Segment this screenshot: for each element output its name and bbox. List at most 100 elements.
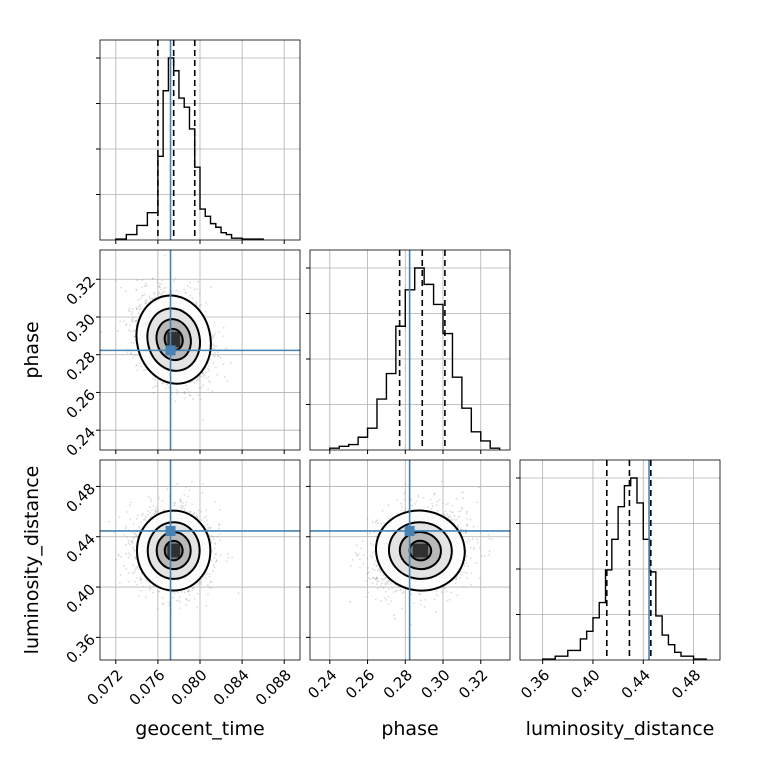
sample-point <box>214 366 217 369</box>
histogram-panel-geocent_time <box>96 39 301 244</box>
sample-point <box>385 581 388 584</box>
sample-point <box>131 308 134 311</box>
sample-point <box>351 559 354 561</box>
sample-point <box>133 532 136 535</box>
sample-point <box>205 576 207 579</box>
sample-point <box>438 498 441 501</box>
sample-point <box>198 376 201 378</box>
sample-point <box>154 377 157 379</box>
sample-point <box>142 585 144 588</box>
sample-point <box>209 526 212 529</box>
sample-point <box>187 590 190 592</box>
sample-point <box>204 310 207 313</box>
sample-point <box>126 351 129 354</box>
sample-point <box>125 525 128 528</box>
sample-point <box>137 594 140 597</box>
sample-point <box>207 367 210 370</box>
sample-point <box>145 299 148 302</box>
sample-point <box>456 524 459 527</box>
sample-point <box>212 536 214 538</box>
sample-point <box>208 369 211 372</box>
sample-point <box>200 510 203 513</box>
sample-point <box>139 305 142 308</box>
sample-point <box>191 589 194 592</box>
sample-point <box>207 593 209 596</box>
sample-point <box>381 509 384 512</box>
sample-point <box>191 503 194 505</box>
sample-point <box>135 320 138 323</box>
sample-point <box>140 578 143 580</box>
sample-point <box>184 486 187 489</box>
sample-point <box>185 291 187 294</box>
panel-frame <box>309 249 511 451</box>
sample-point <box>182 505 185 508</box>
sample-point <box>188 489 191 491</box>
scatter-panel-phase-vs-luminosity_distance <box>306 459 511 664</box>
sample-point <box>176 393 179 395</box>
sample-point <box>200 386 203 389</box>
sample-point <box>384 590 387 593</box>
sample-point <box>156 506 159 509</box>
sample-point <box>132 342 135 344</box>
sample-point <box>144 285 147 287</box>
sample-point <box>362 563 365 565</box>
sample-point <box>158 291 161 294</box>
sample-point <box>149 506 152 508</box>
sample-point <box>210 539 212 541</box>
sample-point <box>149 587 152 590</box>
sample-point <box>196 515 199 518</box>
density-region <box>100 254 232 421</box>
sample-point <box>424 599 426 601</box>
sample-point <box>195 379 198 382</box>
sample-point <box>144 300 147 302</box>
sample-point <box>212 335 215 338</box>
sample-point <box>154 507 157 510</box>
sample-point <box>138 308 141 310</box>
sample-point <box>463 571 465 574</box>
sample-point <box>189 294 192 297</box>
sample-point <box>181 504 183 507</box>
sample-point <box>208 573 211 575</box>
sample-point <box>135 364 138 367</box>
sample-point <box>202 384 205 387</box>
sample-point <box>218 523 221 526</box>
sample-point <box>201 372 204 375</box>
sample-point <box>160 283 163 286</box>
sample-point <box>126 511 128 513</box>
sample-point <box>177 591 179 594</box>
contour-line-1 <box>146 521 201 580</box>
sample-point <box>113 531 115 534</box>
sample-point <box>174 400 177 403</box>
sample-point <box>202 576 205 578</box>
sample-point <box>156 281 158 283</box>
sample-point <box>189 281 192 284</box>
sample-point <box>154 510 157 512</box>
sample-point <box>158 285 160 288</box>
sample-point <box>131 313 133 316</box>
sample-point <box>120 556 123 558</box>
sample-point <box>151 277 154 280</box>
sample-point <box>202 483 205 485</box>
sample-point <box>137 526 140 528</box>
sample-point <box>134 532 137 535</box>
sample-point <box>137 305 140 308</box>
truth-marker <box>165 345 176 356</box>
sample-point <box>205 301 207 304</box>
sample-point <box>183 289 186 291</box>
sample-point <box>188 599 191 602</box>
sample-point <box>198 292 201 295</box>
sample-point <box>147 495 150 498</box>
sample-point <box>375 520 378 522</box>
sample-point <box>183 493 186 496</box>
sample-point <box>131 572 134 575</box>
sample-point <box>377 522 379 524</box>
sample-point <box>212 337 215 339</box>
sample-point <box>129 330 132 332</box>
sample-point <box>172 280 175 283</box>
sample-point <box>200 583 203 585</box>
sample-point <box>127 572 130 574</box>
sample-point <box>212 564 215 566</box>
sample-point <box>149 516 152 519</box>
sample-point <box>118 516 121 519</box>
